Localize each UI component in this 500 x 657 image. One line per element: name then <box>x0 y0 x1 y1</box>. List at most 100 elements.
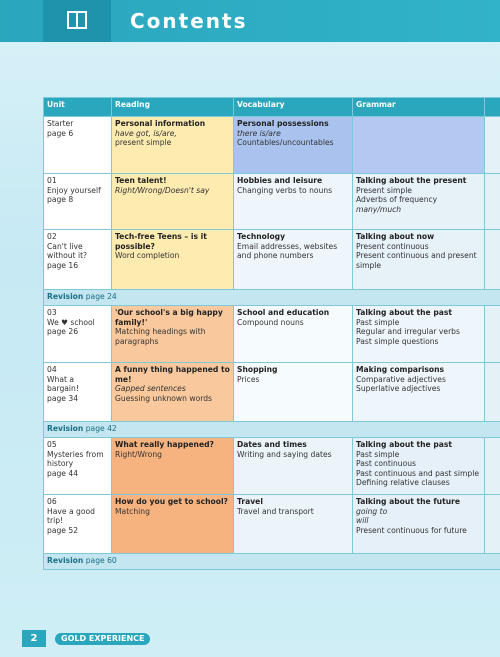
vocabulary-cell: Dates and times Writing and saying dates <box>233 437 353 495</box>
revision-label: Revision <box>47 556 84 565</box>
unit-line: What a bargain! <box>47 374 79 394</box>
unit-line: page 52 <box>47 525 79 535</box>
revision-cell: Revision page 60 <box>43 553 500 570</box>
vocabulary-line: Changing verbs to nouns <box>237 185 333 195</box>
extra-cell <box>484 173 500 230</box>
grammar-line: Talking about the past <box>356 308 453 317</box>
unit-line: 06 <box>47 497 57 506</box>
vocabulary-cell: Personal possessions there is/are Countabl… <box>233 116 353 174</box>
reading-cell: Teen talent! Right/Wrong/Doesn't say <box>111 173 234 230</box>
unit-cell: 03 We ♥ school page 26 <box>43 305 112 363</box>
vocabulary-cell: Technology Email addresses, websites and … <box>233 229 353 290</box>
reading-line: Gapped sentences <box>115 384 186 394</box>
vocabulary-line: Email addresses, websites and phone numb… <box>237 241 338 261</box>
grammar-line: Present simple <box>356 185 412 195</box>
grammar-line: Past simple <box>356 449 400 459</box>
grammar-line: Past continuous <box>356 459 417 469</box>
reading-cell: A funny thing happened to me! Gapped sent… <box>111 362 234 422</box>
extra-cell <box>484 229 500 290</box>
column-header: Reading <box>111 97 234 117</box>
revision-cell: Revision page 42 <box>43 421 500 438</box>
reading-cell: Personal information have got, is/are, pr… <box>111 116 234 174</box>
grammar-line: Superlative adjectives <box>356 384 441 394</box>
vocabulary-line: Dates and times <box>237 440 307 449</box>
grammar-line: Past simple <box>356 317 400 327</box>
revision-row: Revision page 42 <box>43 421 500 438</box>
book-icon-tab <box>43 0 111 42</box>
footer: 2 GOLD EXPERIENCE <box>0 630 500 657</box>
grammar-line: Making comparisons <box>356 365 445 374</box>
grammar-line: Comparative adjectives <box>356 374 446 384</box>
revision-cell: Revision page 24 <box>43 289 500 306</box>
unit-row: 03 We ♥ school page 26 'Our school's a big … <box>43 305 500 363</box>
unit-row: 06 Have a good trip! page 52 How do you get… <box>43 494 500 554</box>
header-row: Unit Reading Vocabulary Grammar <box>43 97 500 117</box>
brand: GOLD EXPERIENCE <box>55 633 151 645</box>
unit-cell: Starter page 6 <box>43 116 112 174</box>
reading-cell: What really happened? Right/Wrong <box>111 437 234 495</box>
column-header: Vocabulary <box>233 97 353 117</box>
grammar-line: Present continuous <box>356 241 429 251</box>
grammar-cell: Talking about the past Past simple Past co… <box>352 437 485 495</box>
unit-line: Can't live without it? <box>47 241 88 261</box>
reading-line: What really happened? <box>115 440 214 449</box>
unit-line: page 6 <box>47 128 74 138</box>
revision-label: Revision <box>47 424 84 433</box>
grammar-line: Regular and irregular verbs <box>356 327 460 337</box>
reading-line: Word completion <box>115 251 180 261</box>
revision-page: page 60 <box>85 556 117 565</box>
book-icon <box>67 11 87 29</box>
unit-line: 04 <box>47 365 57 374</box>
reading-line: A funny thing happened to me! <box>115 365 230 384</box>
vocabulary-cell: Shopping Prices <box>233 362 353 422</box>
grammar-cell <box>352 116 485 174</box>
unit-cell: 02 Can't live without it? page 16 <box>43 229 112 290</box>
reading-cell: 'Our school's a big happy family!' Matchi… <box>111 305 234 363</box>
vocabulary-cell: School and education Compound nouns <box>233 305 353 363</box>
grammar-line: Talking about the present <box>356 176 467 185</box>
unit-line: page 26 <box>47 327 79 337</box>
reading-line: Right/Wrong/Doesn't say <box>115 185 210 195</box>
vocabulary-line: Writing and saying dates <box>237 449 332 459</box>
page-title: Contents <box>130 9 248 33</box>
reading-cell: How do you get to school? Matching <box>111 494 234 554</box>
unit-line: 02 <box>47 232 57 241</box>
unit-line: Starter <box>47 119 74 128</box>
grammar-line: Past simple questions <box>356 336 439 346</box>
grammar-cell: Making comparisons Comparative adjectives… <box>352 362 485 422</box>
reading-line: Matching headings with paragraphs <box>115 327 206 346</box>
unit-line: page 44 <box>47 468 79 478</box>
unit-cell: 05 Mysteries from history page 44 <box>43 437 112 495</box>
grammar-line: Defining relative clauses <box>356 478 450 488</box>
vocabulary-line: Personal possessions <box>237 119 329 128</box>
vocabulary-line: Countables/uncountables <box>237 138 334 148</box>
unit-line: Enjoy yourself <box>47 185 101 195</box>
vocabulary-line: Prices <box>237 374 260 384</box>
vocabulary-cell: Hobbies and leisure Changing verbs to nou… <box>233 173 353 230</box>
vocabulary-line: Shopping <box>237 365 278 374</box>
unit-line: We ♥ school <box>47 317 95 327</box>
unit-row: 01 Enjoy yourself page 8 Teen talent! Right/… <box>43 173 500 230</box>
grammar-line: Talking about now <box>356 232 435 241</box>
grammar-line: Present continuous for future <box>356 525 467 535</box>
unit-row: 02 Can't live without it? page 16 Tech-free… <box>43 229 500 290</box>
vocabulary-line: Hobbies and leisure <box>237 176 323 185</box>
unit-line: page 8 <box>47 195 74 205</box>
revision-row: Revision page 60 <box>43 553 500 570</box>
column-header <box>484 97 500 117</box>
vocabulary-line: Compound nouns <box>237 317 304 327</box>
page-number: 2 <box>22 630 46 647</box>
vocabulary-line: there is/are <box>237 128 281 138</box>
grammar-cell: Talking about the present Present simple A… <box>352 173 485 230</box>
reading-cell: Tech-free Teens – is it possible? Word co… <box>111 229 234 290</box>
reading-line: Personal information <box>115 119 206 128</box>
grammar-cell: Talking about now Present continuous Prese… <box>352 229 485 290</box>
revision-page: page 42 <box>85 424 117 433</box>
unit-cell: 01 Enjoy yourself page 8 <box>43 173 112 230</box>
header-bar: Contents <box>0 0 500 42</box>
unit-line: Have a good trip! <box>47 506 95 526</box>
unit-line: 01 <box>47 176 57 185</box>
unit-row: 04 What a bargain! page 34 A funny thing ha… <box>43 362 500 422</box>
reading-line: Matching <box>115 506 150 516</box>
unit-line: Mysteries from history <box>47 449 104 469</box>
